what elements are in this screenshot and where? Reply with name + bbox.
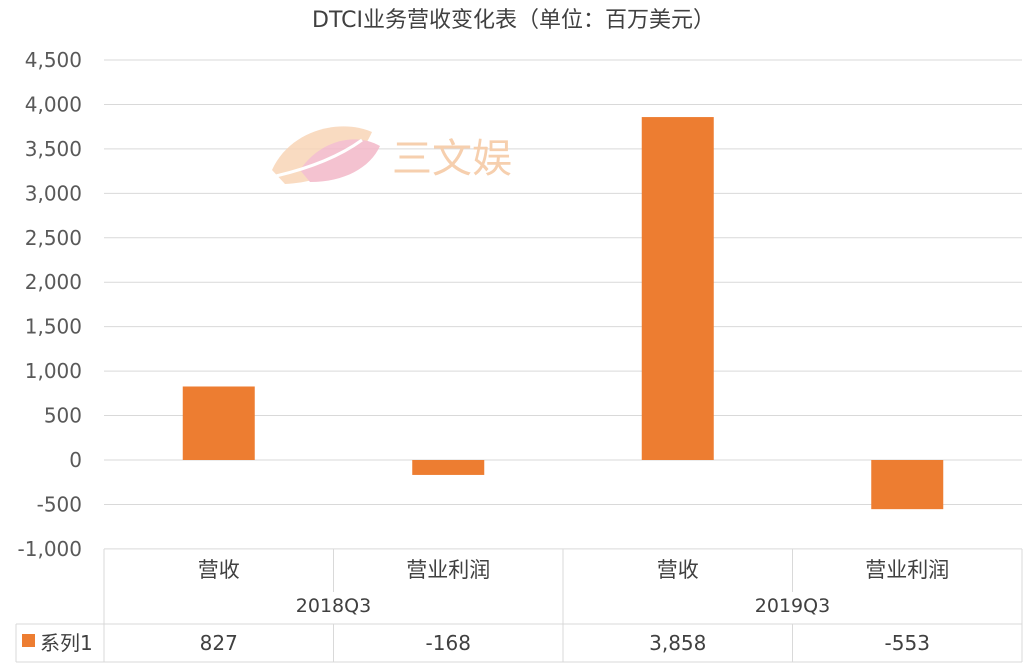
bar: [182, 386, 255, 460]
x-category-label: 营收: [198, 558, 240, 582]
watermark-text: 三文娱: [392, 136, 512, 182]
x-category-label: 营业利润: [406, 558, 490, 582]
y-tick-label: 4,500: [25, 48, 82, 72]
data-table-value: -168: [426, 631, 471, 655]
x-group-label: 2018Q3: [296, 595, 371, 617]
chart-title: DTCI业务营收变化表（单位：百万美元）: [312, 8, 715, 33]
y-tick-label: 0: [69, 448, 82, 472]
y-tick-label: 4,000: [25, 92, 82, 116]
bar: [641, 117, 714, 461]
y-tick-label: -500: [37, 492, 82, 516]
bar: [871, 460, 944, 510]
y-tick-label: 3,000: [25, 181, 82, 205]
data-table-value: -553: [885, 631, 930, 655]
y-tick-label: 2,500: [25, 226, 82, 250]
x-category-label: 营收: [657, 558, 699, 582]
y-tick-label: 1,000: [25, 359, 82, 383]
y-tick-label: 3,500: [25, 137, 82, 161]
y-tick-label: -1,000: [18, 537, 82, 561]
bar: [412, 460, 485, 475]
data-table-value: 827: [200, 631, 238, 655]
legend-swatch: [22, 634, 35, 647]
x-group-label: 2019Q3: [755, 595, 830, 617]
y-tick-label: 500: [44, 404, 82, 428]
y-tick-label: 1,500: [25, 315, 82, 339]
leaf-logo-icon: [272, 126, 380, 184]
legend-series-label: 系列1: [40, 631, 93, 655]
data-table-value: 3,858: [649, 631, 706, 655]
y-tick-label: 2,000: [25, 270, 82, 294]
x-category-label: 营业利润: [865, 558, 949, 582]
